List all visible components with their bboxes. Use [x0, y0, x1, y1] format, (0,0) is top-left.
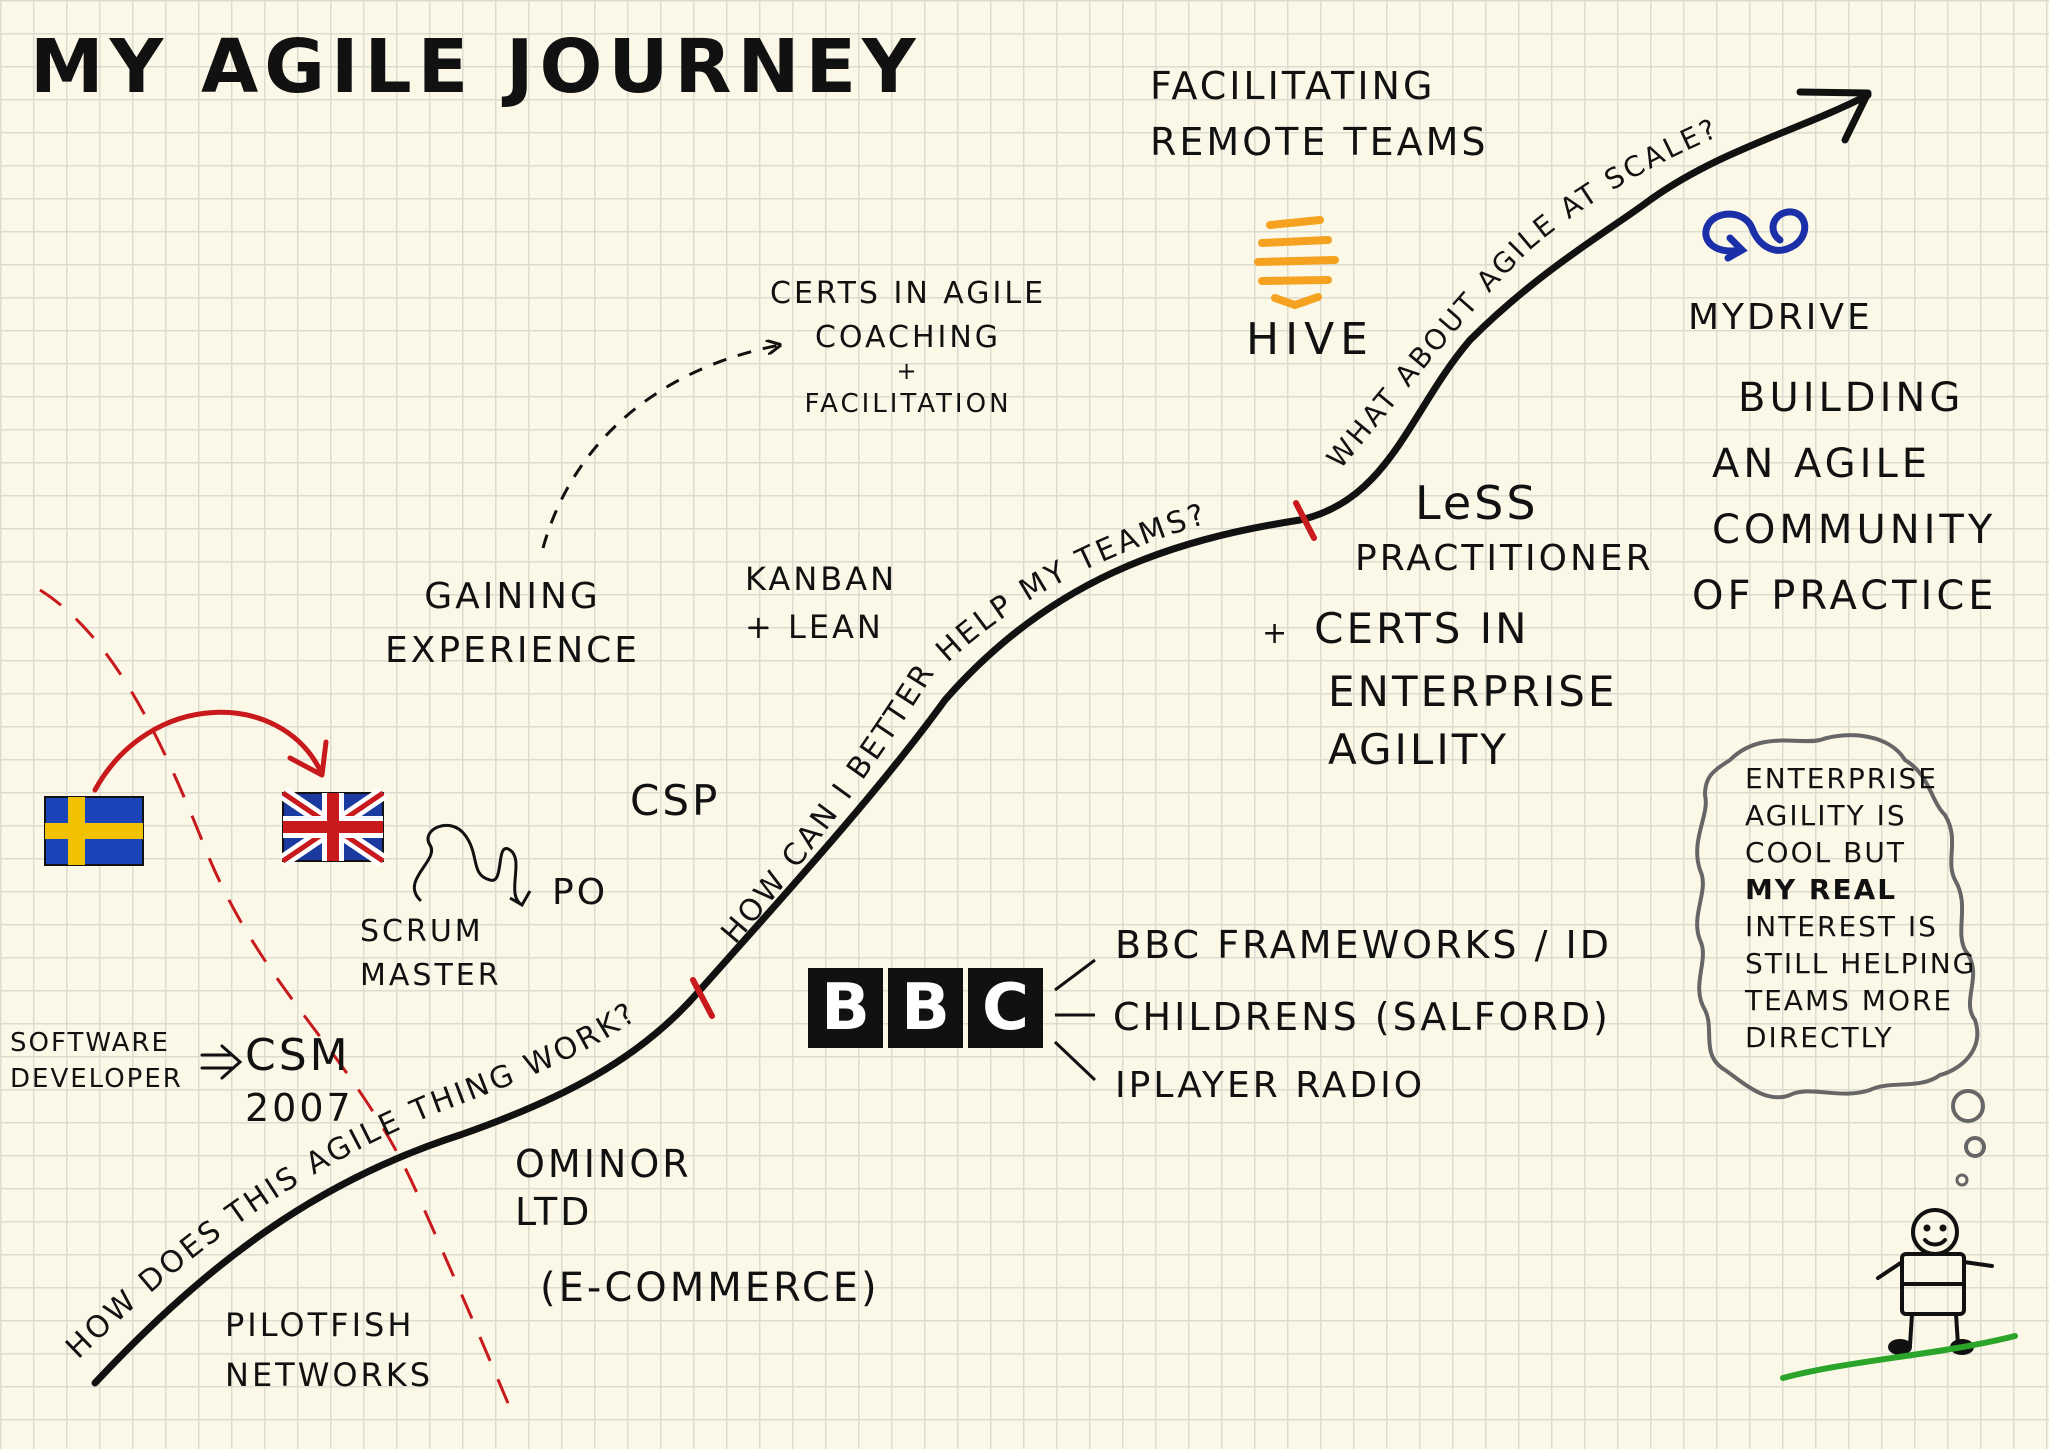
- hive-logo-icon: [1254, 216, 1339, 310]
- sweden-flag-icon: [44, 796, 144, 866]
- facilitating-remote-label: FACILITATING REMOTE TEAMS: [1150, 64, 1489, 164]
- community-label: BUILDING AN AGILE COMMUNITY OF PRACTICE: [1692, 375, 1998, 619]
- mydrive-logo-icon: [1702, 208, 1809, 262]
- migration-divider: [39, 588, 517, 1421]
- scrum-master-label: SCRUM MASTER: [360, 914, 502, 993]
- csp-label: CSP: [630, 776, 721, 825]
- bbc-connector: [1053, 1040, 1097, 1082]
- journey-main-line: [91, 91, 1872, 1387]
- csm-label: CSM 2007: [245, 1030, 354, 1130]
- journey-arrowhead: [1796, 88, 1872, 144]
- less-label: LeSS PRACTITIONER: [1355, 476, 1654, 579]
- squiggle-icon: [412, 823, 524, 907]
- certs-enterprise-label: + CERTS IN ENTERPRISE AGILITY: [1262, 604, 1618, 774]
- thought-bubble-outline: [1695, 733, 1980, 1100]
- certs-coaching-label: CERTS IN AGILE COACHING + FACILITATION: [770, 276, 1047, 419]
- bbc-item: CHILDRENS (SALFORD): [1113, 995, 1611, 1039]
- migration-arrowhead: [287, 739, 329, 778]
- thought-bubble-text: ENTERPRISE AGILITY IS COOL BUT MY REAL I…: [1745, 762, 1977, 1054]
- bbc-item: BBC FRAMEWORKS / ID: [1115, 923, 1612, 967]
- milestone-tick: [690, 977, 715, 1019]
- ominor-label: OMINOR LTD: [515, 1142, 692, 1234]
- migration-arrow: [92, 709, 323, 793]
- squiggle-arrowhead: [509, 890, 532, 908]
- bbc-logo-letter: C: [968, 968, 1043, 1048]
- grass-line: [1780, 1333, 2018, 1381]
- thought-dot: [1951, 1089, 1985, 1123]
- bbc-connector: [1054, 958, 1096, 992]
- milestone-tick: [1293, 500, 1317, 541]
- developer-arrow-icon: [200, 1044, 243, 1080]
- software-developer-label: SOFTWARE DEVELOPER: [10, 1028, 183, 1094]
- thought-dot: [1955, 1173, 1969, 1187]
- dashed-growth-arrow: [541, 345, 780, 549]
- page-title: MY AGILE JOURNEY: [30, 24, 922, 110]
- uk-flag-icon: [279, 787, 387, 867]
- thought-dot: [1964, 1136, 1986, 1158]
- gaining-experience-label: GAINING EXPERIENCE: [385, 576, 641, 671]
- hive-label: HIVE: [1246, 314, 1374, 365]
- kanban-label: KANBAN + LEAN: [745, 560, 898, 646]
- mydrive-label: MYDRIVE: [1688, 297, 1873, 338]
- bbc-logo-letter: B: [888, 968, 963, 1048]
- bbc-item: IPLAYER RADIO: [1115, 1065, 1426, 1106]
- po-label: PO: [552, 872, 609, 913]
- pilotfish-label: PILOTFISH NETWORKS: [225, 1306, 434, 1394]
- bbc-logo-letter: B: [808, 968, 883, 1048]
- ecommerce-label: (E-COMMERCE): [540, 1265, 880, 1311]
- stick-figure-icon: [1876, 1208, 1994, 1355]
